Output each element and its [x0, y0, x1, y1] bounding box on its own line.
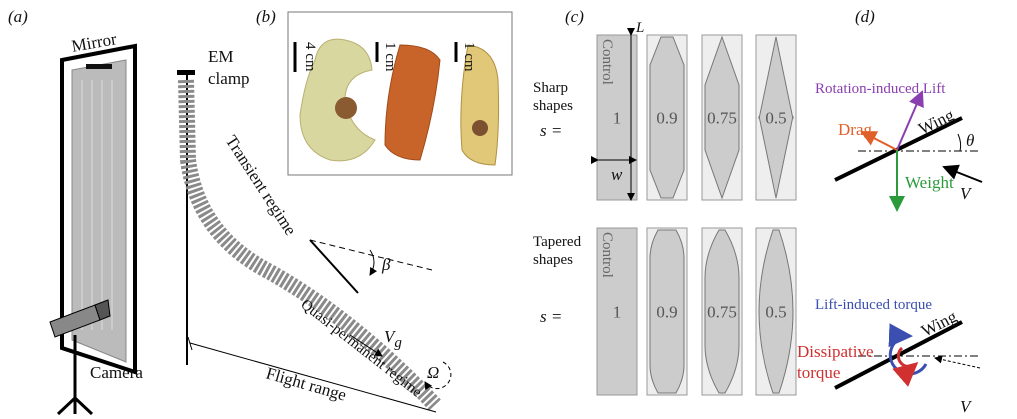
group-title: Tapered [533, 234, 582, 250]
shape-value: 0.5 [765, 303, 786, 322]
mirror-clamp [86, 64, 112, 69]
drag-label: Drag [838, 120, 872, 139]
panel-label: (c) [565, 7, 584, 26]
shape-value: 0.75 [707, 109, 737, 128]
velocity-label: Vg [384, 327, 402, 351]
s-label: s = [540, 121, 562, 140]
rotation-label: Ω [427, 363, 439, 382]
shape-value: 1 [613, 303, 622, 322]
group-title: shapes [533, 252, 573, 268]
camera-label: Camera [90, 363, 143, 382]
scale-label: 1 cm [382, 42, 398, 72]
velocity-subscript: g [394, 335, 402, 351]
s-label: s = [540, 307, 562, 326]
scale-label: 1 cm [461, 42, 477, 72]
shape-value: 1 [613, 109, 622, 128]
shape-value: 0.5 [765, 109, 786, 128]
seed-photo [335, 97, 357, 119]
dissipative-label: torque [797, 363, 840, 382]
width-label: w [611, 165, 623, 184]
panel-label: (d) [855, 7, 875, 26]
velocity-arrow [935, 358, 980, 368]
em-clamp [177, 70, 195, 75]
shape-value: 0.9 [656, 303, 677, 322]
horizontal-reference [310, 240, 432, 270]
seed-photo [472, 120, 488, 136]
angle-label: θ [966, 131, 974, 150]
scale-label: 4 cm [302, 42, 318, 72]
range-label: Flight range [264, 364, 349, 405]
angle-label: β [381, 255, 391, 274]
angle-arc [958, 134, 961, 151]
lift-label: Rotation-induced Lift [815, 81, 946, 97]
clamp-label: EM [208, 47, 234, 66]
panel-label: (a) [8, 7, 28, 26]
shape-grid: Control 1 0.9 0.75 0.5 Control 1 0.9 0.75 0.5 [597, 35, 796, 395]
trajectory-slope [310, 240, 358, 293]
length-label: L [635, 20, 644, 36]
shape-value: 0.75 [707, 303, 737, 322]
control-label: Control [599, 232, 615, 278]
wing-label: Wing [915, 105, 957, 139]
figure: (a) Mirror Camera EM clamp Transient reg… [0, 0, 1017, 419]
dissipative-label: Dissipative [797, 342, 874, 361]
control-label: Control [599, 39, 615, 85]
velocity-label: V [960, 397, 973, 416]
torque-label: Lift-induced torque [815, 297, 932, 313]
panel-label: (b) [256, 7, 276, 26]
shape-value: 0.9 [656, 109, 677, 128]
clamp-label: clamp [208, 69, 250, 88]
group-title: shapes [533, 98, 573, 114]
weight-label: Weight [905, 173, 954, 192]
group-title: Sharp [533, 80, 568, 96]
velocity-label: V [960, 184, 973, 203]
angle-arc [370, 250, 374, 275]
